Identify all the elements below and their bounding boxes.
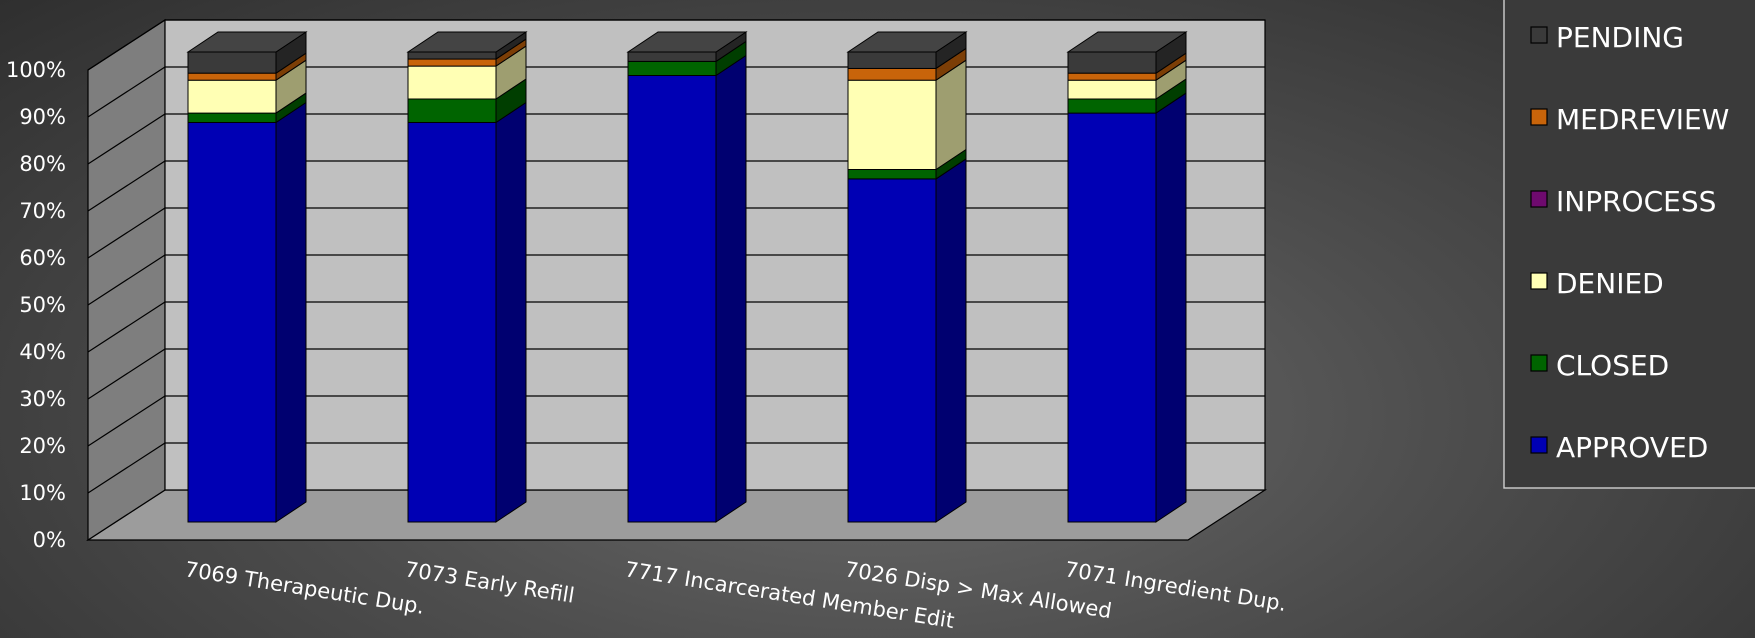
legend-label: MEDREVIEW [1556, 103, 1729, 136]
bar-segment [847, 157, 967, 523]
bar-segment [187, 101, 307, 523]
bar-segment-front [627, 75, 717, 523]
bar-segment [847, 31, 967, 70]
bar-top [846, 31, 968, 53]
x-axis-categories: 7069 Therapeutic Dup.7073 Early Refill 77… [183, 557, 1288, 633]
x-category-label: 7073 Early Refill [403, 557, 576, 608]
legend-swatch [1530, 190, 1548, 208]
legend-item: DENIED [1530, 267, 1664, 300]
gridline [87, 19, 1265, 71]
legend-swatch [1530, 26, 1548, 44]
y-tick-label: 100% [6, 58, 66, 82]
legend-item: INPROCESS [1530, 185, 1716, 218]
bar-segment-side [495, 101, 527, 523]
y-tick-label: 40% [19, 340, 66, 364]
legend-swatch [1530, 272, 1548, 290]
legend-item: APPROVED [1530, 431, 1708, 464]
bar-segment-front [407, 65, 497, 100]
bar-segment-front [187, 72, 277, 81]
legend-label: DENIED [1556, 267, 1664, 300]
bar-segment-side [1155, 92, 1187, 523]
bar-segment-front [847, 169, 937, 180]
y-tick-label: 30% [19, 387, 66, 411]
bar-segment [847, 59, 967, 171]
bar-segment [1067, 92, 1187, 523]
legend-label: CLOSED [1556, 349, 1669, 382]
legend-label: APPROVED [1556, 431, 1708, 464]
bar-segment-front [407, 58, 497, 67]
bar-top [626, 31, 748, 53]
bar-segment-front [1067, 72, 1157, 81]
bar-segment-front [847, 178, 937, 523]
bar-segment [187, 59, 307, 115]
bar-segment-front [407, 98, 497, 123]
bar-segment [407, 45, 527, 100]
bar-top [1066, 31, 1188, 53]
legend-item: CLOSED [1530, 349, 1669, 382]
legend-swatch [1530, 108, 1548, 126]
bar-top [406, 31, 528, 53]
x-category-label: 7069 Therapeutic Dup. [183, 557, 426, 619]
legend-item: PENDING [1530, 21, 1684, 54]
y-tick-label: 70% [19, 199, 66, 223]
bar-segment [407, 78, 527, 124]
y-axis-ticks: 0% 10% 20% 30% 40% 50% 60% 70% 80% 90% 100% [6, 58, 66, 552]
bar-segment [627, 54, 747, 523]
bar-segment-front [847, 79, 937, 170]
bar-segment-side [715, 54, 747, 523]
bar-segment-front [1067, 51, 1157, 74]
legend-box [1503, 0, 1755, 489]
y-tick-label: 10% [19, 481, 66, 505]
bar-top [186, 31, 308, 53]
chart-bars [186, 31, 1188, 523]
bar-segment-side [935, 157, 967, 523]
bar-segment-front [187, 122, 277, 523]
bar-segment-front [187, 112, 277, 123]
bar-segment-front [407, 51, 497, 60]
bar-segment-front [627, 51, 717, 62]
bar-segment-front [627, 60, 717, 77]
y-tick-label: 80% [19, 152, 66, 176]
legend-item: MEDREVIEW [1530, 103, 1729, 136]
y-tick-label: 90% [19, 105, 66, 129]
bar-segment-front [847, 51, 937, 69]
y-tick-label: 0% [33, 528, 66, 552]
y-tick-label: 60% [19, 246, 66, 270]
y-tick-label: 50% [19, 293, 66, 317]
legend-swatch [1530, 436, 1548, 454]
bar-segment-front [1067, 79, 1157, 100]
chart-legend: PENDING MEDREVIEW INPROCESS DENIED CLOSED APP… [1503, 0, 1755, 489]
legend-label: INPROCESS [1556, 185, 1716, 218]
bar-segment-side [275, 101, 307, 523]
y-tick-label: 20% [19, 434, 66, 458]
bar-segment-front [187, 51, 277, 74]
legend-label: PENDING [1556, 21, 1684, 54]
bar-segment-front [187, 79, 277, 114]
bar-segment-front [407, 122, 497, 523]
bar-segment-front [1067, 112, 1157, 523]
bar-segment-front [1067, 98, 1157, 114]
bar-segment [407, 101, 527, 523]
legend-swatch [1530, 354, 1548, 372]
bar-segment-front [847, 67, 937, 81]
